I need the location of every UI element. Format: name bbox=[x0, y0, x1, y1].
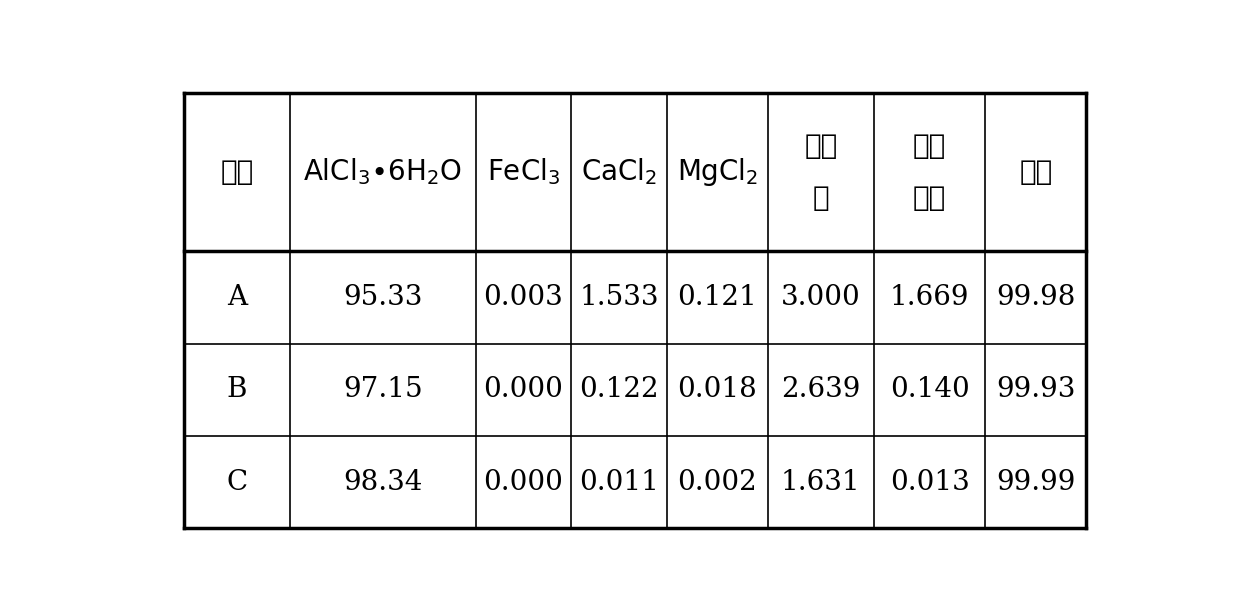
Text: 总计: 总计 bbox=[1020, 158, 1052, 186]
Text: 0.011: 0.011 bbox=[579, 469, 659, 496]
Text: 98.34: 98.34 bbox=[343, 469, 422, 496]
Text: 0.000: 0.000 bbox=[483, 376, 564, 403]
Text: 1.669: 1.669 bbox=[890, 284, 969, 311]
Text: $\mathrm{AlCl_3{\bullet}6H_2O}$: $\mathrm{AlCl_3{\bullet}6H_2O}$ bbox=[304, 157, 462, 188]
Text: $\mathrm{CaCl_2}$: $\mathrm{CaCl_2}$ bbox=[581, 157, 657, 188]
Text: 2.639: 2.639 bbox=[781, 376, 861, 403]
Text: 95.33: 95.33 bbox=[343, 284, 422, 311]
Text: 含水: 含水 bbox=[804, 132, 838, 160]
Text: 0.140: 0.140 bbox=[890, 376, 970, 403]
Text: 杂质: 杂质 bbox=[913, 132, 947, 160]
Text: 0.018: 0.018 bbox=[678, 376, 757, 403]
Text: 0.013: 0.013 bbox=[890, 469, 970, 496]
Text: 3.000: 3.000 bbox=[781, 284, 861, 311]
Text: 0.002: 0.002 bbox=[678, 469, 757, 496]
Text: C: C bbox=[227, 469, 248, 496]
Text: 1.533: 1.533 bbox=[580, 284, 659, 311]
Text: 0.003: 0.003 bbox=[483, 284, 564, 311]
Text: 1.631: 1.631 bbox=[781, 469, 861, 496]
Text: 0.000: 0.000 bbox=[483, 469, 564, 496]
Text: 0.121: 0.121 bbox=[678, 284, 757, 311]
Text: 97.15: 97.15 bbox=[343, 376, 422, 403]
Text: 总量: 总量 bbox=[913, 184, 947, 212]
Text: 0.122: 0.122 bbox=[580, 376, 659, 403]
Text: 99.93: 99.93 bbox=[996, 376, 1075, 403]
Text: B: B bbox=[227, 376, 247, 403]
Text: 99.98: 99.98 bbox=[996, 284, 1075, 311]
Text: A: A bbox=[227, 284, 247, 311]
Text: $\mathrm{FeCl_3}$: $\mathrm{FeCl_3}$ bbox=[487, 157, 560, 188]
Text: 率: 率 bbox=[813, 184, 829, 212]
Text: 样品: 样品 bbox=[221, 158, 254, 186]
Text: 99.99: 99.99 bbox=[996, 469, 1075, 496]
Text: $\mathrm{MgCl_2}$: $\mathrm{MgCl_2}$ bbox=[676, 156, 758, 188]
